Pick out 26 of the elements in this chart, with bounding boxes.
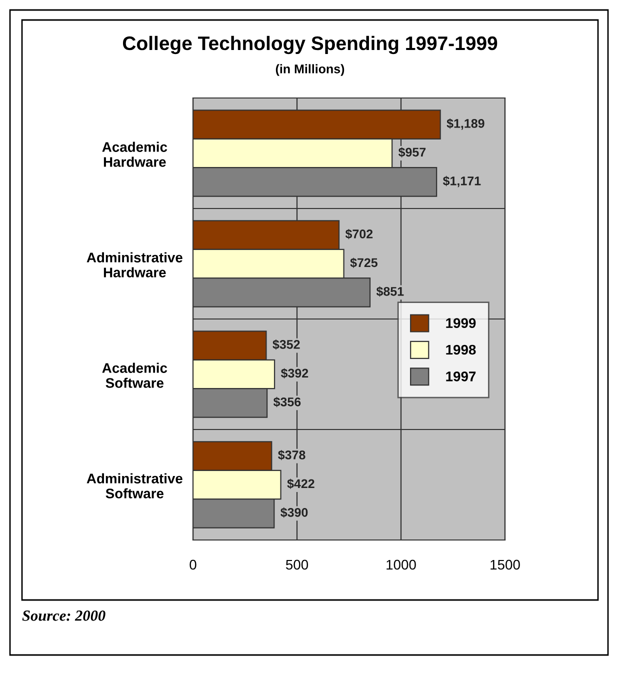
y-tick-label: Administrative Software — [86, 473, 182, 498]
data-label: $1,189 — [446, 118, 484, 130]
x-tick-label: 1000 — [386, 560, 416, 570]
chart-title: College Technology Spending 1997-1999 — [122, 36, 498, 54]
data-label: $422 — [287, 478, 314, 489]
legend-label: 1997 — [446, 371, 476, 382]
y-tick-label: Academic Hardware — [102, 142, 168, 167]
data-label: $957 — [398, 147, 426, 158]
legend-label: 1998 — [446, 344, 476, 355]
x-tick-label: 0 — [190, 560, 196, 570]
x-tick-label: 1500 — [490, 560, 520, 570]
data-label: $378 — [278, 450, 306, 460]
data-label: $392 — [280, 368, 308, 378]
legend-label: 1999 — [446, 318, 476, 328]
y-tick-label: Administrative Hardware — [86, 252, 182, 278]
data-label: $1,171 — [442, 176, 481, 188]
data-label: $390 — [280, 507, 308, 518]
data-label: $725 — [350, 258, 378, 268]
chart-subtitle: (in Millions) — [276, 64, 344, 76]
data-label: $702 — [345, 228, 373, 240]
x-tick-label: 500 — [286, 560, 308, 570]
data-label: $352 — [272, 339, 300, 350]
data-label: $356 — [273, 396, 301, 408]
y-tick-label: Academic Software — [102, 362, 168, 388]
data-label: $851 — [376, 286, 404, 297]
source-note: Source: 2000 — [22, 610, 106, 621]
